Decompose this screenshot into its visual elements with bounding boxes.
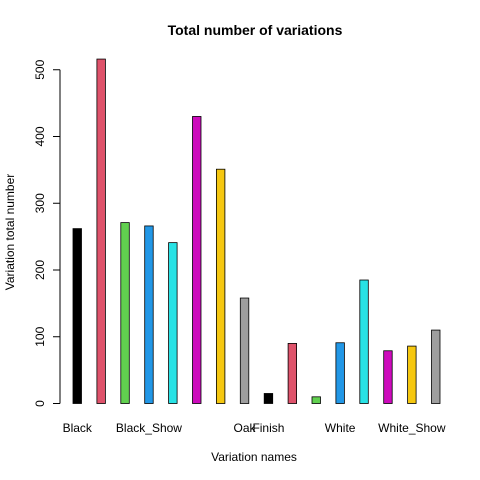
- bar: [407, 345, 417, 404]
- bars-group: [72, 58, 441, 404]
- y-axis: 0 100 200 300 400 500: [33, 59, 61, 407]
- x-tick-label: Black: [63, 421, 93, 435]
- bar: [215, 168, 226, 404]
- bar: [168, 242, 178, 404]
- y-tick-label: 0: [33, 400, 47, 407]
- y-axis-label: Variation total number: [3, 174, 17, 291]
- bar: [72, 228, 82, 404]
- y-tick-label: 300: [33, 193, 47, 213]
- bar: [239, 297, 250, 404]
- bar: [383, 350, 393, 404]
- bar: [120, 222, 130, 404]
- bar: [287, 343, 298, 404]
- bar: [192, 116, 202, 404]
- y-tick-label: 100: [33, 326, 47, 346]
- bar: [96, 58, 106, 404]
- y-tick-label: 400: [33, 126, 47, 146]
- x-tick-label: Black_Show: [116, 421, 182, 435]
- bar: [144, 225, 154, 404]
- bar: [431, 329, 441, 404]
- bar: [359, 279, 369, 404]
- bar: [263, 393, 274, 404]
- bar: [335, 342, 345, 404]
- bar: [311, 396, 321, 404]
- x-tick-label: White: [325, 421, 356, 435]
- x-tick-label: White_Show: [378, 421, 446, 435]
- y-tick-label: 500: [33, 59, 47, 79]
- y-tick-label: 200: [33, 260, 47, 280]
- x-tick-label: Finish: [252, 421, 284, 435]
- chart-title: Total number of variations: [168, 22, 343, 38]
- x-tick-label: Oak: [234, 421, 257, 435]
- x-axis-label: Variation names: [211, 450, 297, 464]
